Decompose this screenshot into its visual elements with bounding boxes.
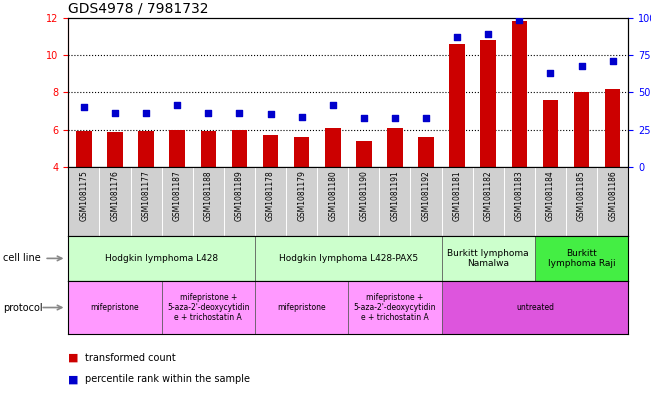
Bar: [441, 167, 473, 236]
Bar: [512, 21, 527, 167]
Bar: [76, 130, 92, 167]
Text: protocol: protocol: [3, 303, 43, 312]
Bar: [449, 44, 465, 167]
Point: [296, 114, 307, 120]
Point: [172, 102, 182, 108]
Bar: [543, 100, 558, 167]
Text: GSM1081177: GSM1081177: [142, 171, 150, 221]
Bar: [473, 167, 504, 236]
Point: [234, 110, 245, 116]
Text: ■: ■: [68, 374, 79, 384]
Text: GSM1081189: GSM1081189: [235, 171, 244, 221]
Bar: [574, 92, 589, 167]
Bar: [161, 281, 255, 334]
Point: [607, 57, 618, 64]
Bar: [68, 167, 100, 236]
Text: GSM1081184: GSM1081184: [546, 171, 555, 221]
Bar: [224, 167, 255, 236]
Text: GSM1081179: GSM1081179: [297, 171, 306, 221]
Bar: [255, 167, 286, 236]
Bar: [480, 40, 496, 167]
Bar: [356, 141, 372, 167]
Point: [483, 31, 493, 38]
Point: [266, 111, 276, 117]
Bar: [597, 167, 628, 236]
Text: GSM1081178: GSM1081178: [266, 171, 275, 221]
Bar: [348, 167, 380, 236]
Text: Hodgkin lymphoma L428: Hodgkin lymphoma L428: [105, 254, 218, 263]
Text: GSM1081187: GSM1081187: [173, 171, 182, 221]
Bar: [139, 130, 154, 167]
Bar: [263, 135, 279, 167]
Text: GSM1081175: GSM1081175: [79, 171, 89, 221]
Bar: [169, 130, 185, 167]
Bar: [107, 132, 123, 167]
Point: [452, 34, 462, 40]
Bar: [380, 167, 411, 236]
Bar: [441, 236, 535, 281]
Bar: [255, 236, 441, 281]
Text: mifepristone +
5-aza-2'-deoxycytidin
e + trichostatin A: mifepristone + 5-aza-2'-deoxycytidin e +…: [167, 293, 249, 322]
Text: untreated: untreated: [516, 303, 554, 312]
Point: [421, 115, 431, 121]
Text: GSM1081176: GSM1081176: [111, 171, 120, 221]
Text: GSM1081183: GSM1081183: [515, 171, 524, 221]
Point: [79, 104, 89, 110]
Text: cell line: cell line: [3, 253, 41, 263]
Point: [327, 102, 338, 108]
Point: [110, 110, 120, 116]
Text: GSM1081181: GSM1081181: [452, 171, 462, 221]
Text: Burkitt
lymphoma Raji: Burkitt lymphoma Raji: [547, 249, 615, 268]
Point: [546, 70, 556, 76]
Point: [390, 115, 400, 121]
Point: [576, 63, 587, 69]
Bar: [348, 281, 441, 334]
Bar: [161, 167, 193, 236]
Bar: [68, 281, 161, 334]
Text: GSM1081180: GSM1081180: [328, 171, 337, 221]
Text: mifepristone: mifepristone: [90, 303, 139, 312]
Bar: [387, 128, 403, 167]
Point: [203, 110, 214, 116]
Point: [359, 115, 369, 121]
Bar: [411, 167, 441, 236]
Text: GDS4978 / 7981732: GDS4978 / 7981732: [68, 1, 209, 15]
Text: GSM1081192: GSM1081192: [422, 171, 430, 221]
Bar: [255, 281, 348, 334]
Point: [141, 110, 151, 116]
Point: [514, 17, 525, 24]
Bar: [441, 281, 628, 334]
Bar: [504, 167, 535, 236]
Bar: [566, 167, 597, 236]
Text: ■: ■: [68, 353, 79, 363]
Bar: [317, 167, 348, 236]
Bar: [535, 236, 628, 281]
Text: GSM1081185: GSM1081185: [577, 171, 586, 221]
Text: mifepristone +
5-aza-2'-deoxycytidin
e + trichostatin A: mifepristone + 5-aza-2'-deoxycytidin e +…: [353, 293, 436, 322]
Text: GSM1081186: GSM1081186: [608, 171, 617, 221]
Text: GSM1081191: GSM1081191: [391, 171, 400, 221]
Bar: [100, 167, 131, 236]
Bar: [418, 137, 434, 167]
Bar: [325, 128, 340, 167]
Text: Burkitt lymphoma
Namalwa: Burkitt lymphoma Namalwa: [447, 249, 529, 268]
Bar: [605, 88, 620, 167]
Bar: [294, 137, 309, 167]
Text: Hodgkin lymphoma L428-PAX5: Hodgkin lymphoma L428-PAX5: [279, 254, 418, 263]
Text: GSM1081182: GSM1081182: [484, 171, 493, 221]
Bar: [232, 130, 247, 167]
Bar: [193, 167, 224, 236]
Text: GSM1081190: GSM1081190: [359, 171, 368, 221]
Bar: [68, 236, 255, 281]
Text: transformed count: transformed count: [85, 353, 175, 363]
Text: GSM1081188: GSM1081188: [204, 171, 213, 221]
Text: percentile rank within the sample: percentile rank within the sample: [85, 374, 249, 384]
Bar: [286, 167, 317, 236]
Text: mifepristone: mifepristone: [277, 303, 326, 312]
Bar: [201, 130, 216, 167]
Bar: [131, 167, 161, 236]
Bar: [535, 167, 566, 236]
